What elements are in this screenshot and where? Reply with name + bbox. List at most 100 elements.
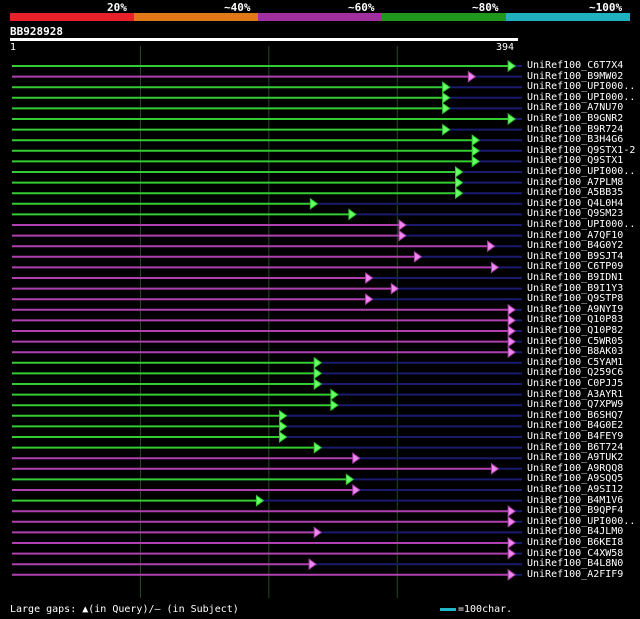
- hit-label[interactable]: UniRef100_B3H4G6: [527, 134, 624, 146]
- hit-label[interactable]: UniRef100_B9R724: [527, 123, 624, 135]
- hit-label[interactable]: UniRef100_Q10P83: [527, 314, 624, 326]
- hit-label[interactable]: UniRef100_A3AYR1: [527, 388, 624, 400]
- hit-label[interactable]: UniRef100_A5BB35: [527, 187, 624, 199]
- hit-label[interactable]: UniRef100_C4XW58: [527, 547, 624, 559]
- hit-label[interactable]: UniRef100_B9I1Y3: [527, 282, 624, 294]
- length-scale-legend: =100char.: [440, 604, 512, 615]
- hit-arrow-icon: [507, 547, 517, 560]
- query-end-label: 394: [496, 42, 515, 53]
- hit-label[interactable]: UniRef100_Q4L0H4: [527, 197, 624, 209]
- hit-arrow-icon: [442, 91, 451, 104]
- hit-arrow-icon: [467, 70, 477, 83]
- hit-arrow-icon: [471, 155, 481, 168]
- hit-arrow-icon: [490, 261, 500, 274]
- hit-arrow-icon: [507, 314, 517, 327]
- hit-label[interactable]: UniRef100_B4L8N0: [527, 558, 624, 570]
- hit-arrow-icon: [442, 102, 451, 115]
- hit-label[interactable]: UniRef100_B6T724: [527, 441, 624, 453]
- hit-label[interactable]: UniRef100_UPI000..: [527, 219, 636, 230]
- hit-label[interactable]: UniRef100_UPI000..: [527, 166, 636, 177]
- hit-label[interactable]: UniRef100_A9SI12: [527, 484, 624, 495]
- hit-label[interactable]: UniRef100_Q7XPW9: [527, 399, 624, 411]
- hit-arrow-icon: [348, 208, 357, 221]
- hit-label[interactable]: UniRef100_Q9SM23: [527, 208, 624, 220]
- hit-label[interactable]: UniRef100_A9RQQ8: [527, 462, 624, 474]
- gap-legend: Large gaps: ▲(in Query)/– (in Subject): [10, 604, 239, 615]
- hit-label[interactable]: UniRef100_A9SQQ5: [527, 473, 624, 485]
- query-bar: [10, 38, 518, 41]
- hit-label[interactable]: UniRef100_A7PLM8: [527, 176, 624, 188]
- hit-label[interactable]: UniRef100_C0PJJ5: [527, 378, 624, 389]
- hit-label[interactable]: UniRef100_Q9STX1-2: [527, 144, 636, 156]
- hit-arrow-icon: [279, 409, 288, 422]
- hit-arrow-icon: [398, 219, 407, 231]
- hit-label[interactable]: UniRef100_B8AK03: [527, 346, 624, 358]
- hit-arrow-icon: [313, 378, 323, 390]
- hit-label[interactable]: UniRef100_Q259C6: [527, 367, 624, 379]
- query-start-label: 1: [10, 42, 17, 53]
- hit-label[interactable]: UniRef100_B9SJT4: [527, 250, 624, 262]
- hit-arrow-icon: [352, 452, 361, 465]
- hit-arrow-icon: [507, 346, 517, 359]
- hit-label[interactable]: UniRef100_A2FIF9: [527, 568, 624, 580]
- identity-color-scale: 20% ~40% ~60% ~80% ~100%: [10, 0, 630, 22]
- query-name: BB928928: [10, 25, 63, 38]
- hit-label[interactable]: UniRef100_B4JLM0: [527, 526, 624, 538]
- hit-label[interactable]: UniRef100_B9IDN1: [527, 272, 624, 283]
- hit-arrow-icon: [471, 144, 481, 157]
- hit-label[interactable]: UniRef100_B4G0E2: [527, 420, 624, 432]
- hit-label[interactable]: UniRef100_C6T7X4: [527, 60, 624, 71]
- hit-label[interactable]: UniRef100_B4FEY9: [527, 431, 624, 442]
- hit-label[interactable]: UniRef100_C5YAM1: [527, 356, 624, 368]
- scale-label: 20%: [107, 1, 127, 14]
- hit-label[interactable]: UniRef100_Q9STX1: [527, 155, 624, 167]
- hit-label[interactable]: UniRef100_C6TP09: [527, 261, 624, 273]
- scale-segment: [258, 13, 382, 21]
- hit-label[interactable]: UniRef100_UPI000..: [527, 81, 636, 93]
- hit-arrow-icon: [279, 420, 288, 433]
- hit-label[interactable]: UniRef100_Q10P82: [527, 325, 624, 336]
- hit-arrow-icon: [507, 335, 517, 348]
- hit-arrow-icon: [507, 568, 517, 581]
- hit-arrow-icon: [442, 123, 451, 136]
- hit-label[interactable]: UniRef100_UPI000..: [527, 515, 636, 527]
- hit-label[interactable]: UniRef100_B4M1V6: [527, 494, 624, 506]
- hit-arrow-icon: [255, 494, 265, 507]
- hit-arrow-icon: [487, 240, 496, 253]
- hit-label[interactable]: UniRef100_UPI000..: [527, 91, 636, 103]
- hit-arrow-icon: [352, 484, 361, 496]
- hit-label[interactable]: UniRef100_A9NYI9: [527, 303, 624, 315]
- hit-arrow-icon: [413, 250, 423, 263]
- hit-arrow-icon: [507, 303, 517, 316]
- hit-label[interactable]: UniRef100_B9GNR2: [527, 113, 624, 124]
- scale-bar-icon: [440, 607, 456, 611]
- scale-segment: [134, 13, 258, 21]
- hit-arrow-icon: [507, 505, 517, 518]
- hit-arrow-icon: [365, 293, 374, 306]
- hit-arrow-icon: [345, 473, 355, 486]
- hit-label[interactable]: UniRef100_B6KEI8: [527, 537, 624, 548]
- hit-arrow-icon: [454, 176, 464, 189]
- hit-arrow-icon: [507, 325, 517, 337]
- hit-arrow-icon: [471, 134, 481, 147]
- hit-label[interactable]: UniRef100_C5WR05: [527, 335, 624, 347]
- hit-label[interactable]: UniRef100_A7NU70: [527, 102, 624, 114]
- hit-label[interactable]: UniRef100_B9MW02: [527, 70, 624, 82]
- hit-label[interactable]: UniRef100_B4G0Y2: [527, 240, 624, 252]
- hit-label[interactable]: UniRef100_B9QPF4: [527, 505, 624, 517]
- scale-label: ~40%: [224, 1, 251, 14]
- hit-arrow-icon: [507, 113, 517, 125]
- hit-arrow-icon: [398, 229, 407, 242]
- scale-text: =100char.: [458, 604, 513, 615]
- hit-arrow-icon: [507, 537, 517, 549]
- hit-arrow-icon: [390, 282, 400, 295]
- hit-label[interactable]: UniRef100_A9TUK2: [527, 452, 624, 464]
- hit-arrow-icon: [507, 515, 517, 528]
- scale-label: ~60%: [348, 1, 375, 14]
- hit-arrow-icon: [454, 166, 464, 178]
- hit-arrow-icon: [454, 187, 464, 200]
- hit-label[interactable]: UniRef100_A7QF10: [527, 229, 624, 241]
- hit-label[interactable]: UniRef100_Q9STP8: [527, 293, 624, 305]
- hit-label[interactable]: UniRef100_B6SHQ7: [527, 409, 624, 421]
